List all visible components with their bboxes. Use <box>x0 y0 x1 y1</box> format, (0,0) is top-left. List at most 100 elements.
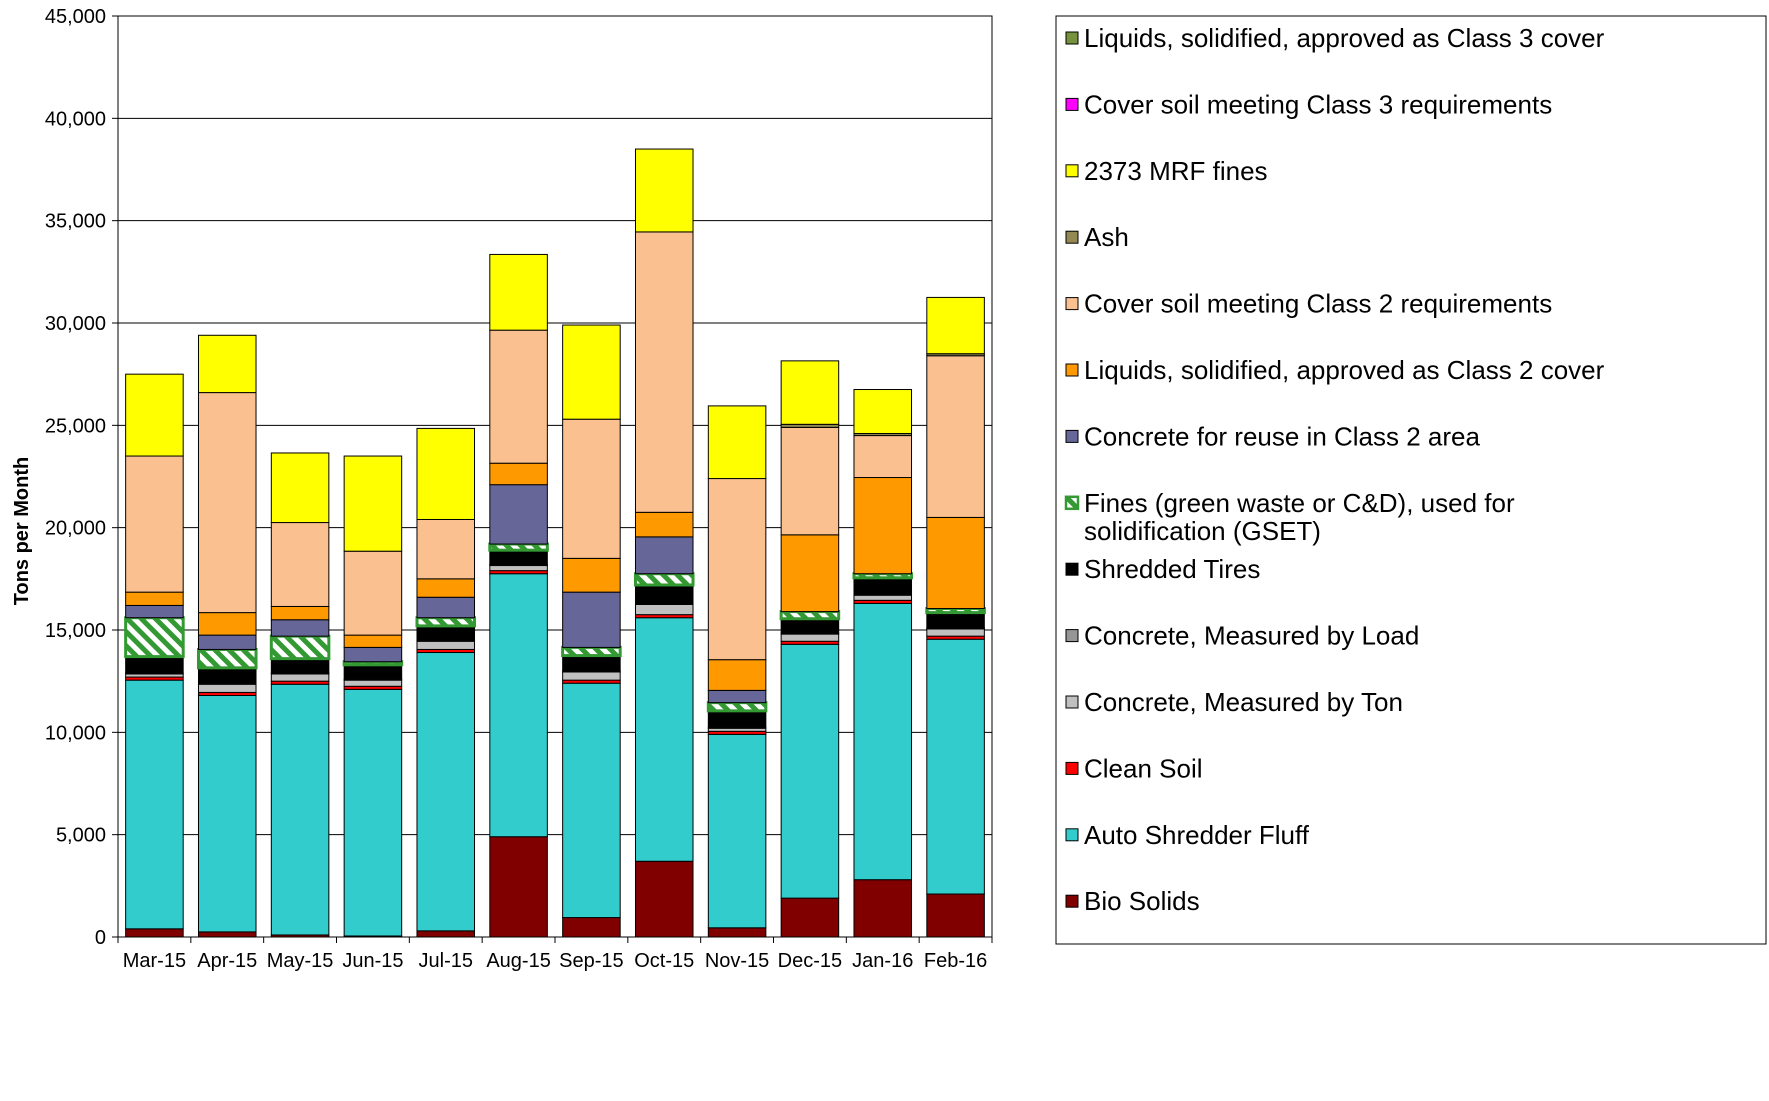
legend-swatch <box>1065 31 1079 45</box>
bar-segment <box>197 634 257 650</box>
bar-segment <box>562 682 621 919</box>
y-tick-label: 45,000 <box>45 6 106 28</box>
bar-segment <box>489 484 548 545</box>
legend-swatch <box>1065 894 1079 908</box>
bar-segment <box>415 616 477 628</box>
bar-segment <box>634 536 694 575</box>
bar-segment <box>634 148 694 233</box>
bar-segment <box>270 522 330 607</box>
x-tick-label: May-15 <box>267 950 334 972</box>
bar-segment <box>706 701 768 713</box>
bar-segment <box>633 572 695 587</box>
bar-segment <box>780 643 840 899</box>
legend-item-label: Shredded Tires <box>1084 554 1260 584</box>
bar-segment <box>196 647 258 670</box>
bar-segment <box>853 594 913 601</box>
bar-segment <box>707 710 767 728</box>
bar-segment <box>343 679 403 687</box>
legend-swatch <box>1065 429 1079 443</box>
bar-segment <box>488 542 549 552</box>
legend-item-label: Concrete, Measured by Load <box>1084 621 1419 651</box>
bar-segment <box>707 478 767 661</box>
bar-segment <box>562 557 621 593</box>
bar-segment <box>926 893 985 938</box>
y-tick-label: 35,000 <box>45 211 106 233</box>
y-tick-label: 20,000 <box>45 518 106 540</box>
bar-segment <box>197 334 257 394</box>
legend-swatch <box>1064 495 1080 511</box>
bar-segment <box>270 673 330 682</box>
bar-segment <box>124 616 185 659</box>
legend-box <box>1055 15 1767 945</box>
bar-segment <box>125 591 184 606</box>
legend-swatch <box>1065 97 1079 111</box>
bar-segment <box>926 612 985 629</box>
bar-segment <box>270 658 330 674</box>
bar-segment <box>853 435 913 479</box>
bar-segment <box>707 405 767 480</box>
y-tick-label: 10,000 <box>45 722 106 744</box>
x-tick-label: Mar-15 <box>123 950 186 972</box>
bar-segment <box>197 392 257 614</box>
bar-segment <box>634 584 694 604</box>
bar-segment <box>780 897 840 938</box>
legend-item-label: Auto Shredder Fluff <box>1084 820 1310 850</box>
x-tick-label: Feb-16 <box>924 950 987 972</box>
x-tick-label: Jun-15 <box>342 950 403 972</box>
legend-item-label: Liquids, solidified, approved as Class 3… <box>1084 23 1605 53</box>
y-axis-label: Tons per Month <box>11 457 33 606</box>
bar-segment <box>269 634 331 661</box>
bar-segment <box>561 645 622 658</box>
legend-item-label: Cover soil meeting Class 3 requirements <box>1084 89 1552 119</box>
bar-segment <box>925 607 986 615</box>
legend-swatch <box>1065 629 1079 643</box>
bar-segment <box>416 930 476 938</box>
bar-segment <box>197 931 257 938</box>
bar-segment <box>343 664 403 680</box>
y-tick-label: 25,000 <box>45 415 106 437</box>
bar-segment <box>489 565 548 572</box>
legend-item-label: Concrete, Measured by Ton <box>1084 687 1403 717</box>
legend-swatch <box>1065 695 1079 709</box>
bar-segment <box>852 572 914 580</box>
x-tick-label: Oct-15 <box>634 950 694 972</box>
bar-segment <box>489 253 548 331</box>
bar-segment <box>634 603 694 616</box>
legend-item-label: 2373 MRF fines <box>1084 156 1268 186</box>
bar-segment <box>562 591 621 648</box>
x-tick-label: Aug-15 <box>486 950 551 972</box>
bar-segment <box>562 655 621 672</box>
bar-segment <box>562 418 621 559</box>
bar-segment <box>562 671 621 681</box>
bar-segment <box>197 612 257 636</box>
legend-swatch <box>1065 164 1079 178</box>
legend-item-label: Cover soil meeting Class 2 requirements <box>1084 289 1552 319</box>
legend-item-label: Fines (green waste or C&D), used for soli… <box>1084 488 1515 546</box>
bar-segment <box>125 928 184 938</box>
legend-item-label: Concrete for reuse in Class 2 area <box>1084 421 1481 451</box>
x-tick-label: Jul-15 <box>419 950 473 972</box>
legend-swatch <box>1065 828 1079 842</box>
legend-item-label: Clean Soil <box>1084 753 1203 783</box>
axes: 0 5,000 10,000 15,000 20,000 25,000 30,000 35,0… <box>45 6 993 972</box>
bar-segment <box>270 452 330 524</box>
y-tick-label: 30,000 <box>45 313 106 335</box>
bar-segment <box>270 683 330 936</box>
legend-swatch <box>1065 297 1079 311</box>
legend-item-label: Ash <box>1084 222 1129 252</box>
bar-segment <box>634 860 694 938</box>
bar-segment <box>343 688 403 937</box>
y-tick-label: 40,000 <box>45 108 106 130</box>
legend: Liquids, solidified, approved as Class 3… <box>1055 15 1767 945</box>
bar-segment <box>270 619 330 637</box>
bar-segment <box>489 573 548 838</box>
legend-swatch <box>1065 363 1079 377</box>
bar-segment <box>926 355 985 518</box>
y-tick-label: 15,000 <box>45 620 106 642</box>
bar-segment <box>416 578 476 598</box>
bar-segment <box>853 602 913 881</box>
bar-segment <box>416 652 476 932</box>
bar-segment <box>780 360 840 425</box>
